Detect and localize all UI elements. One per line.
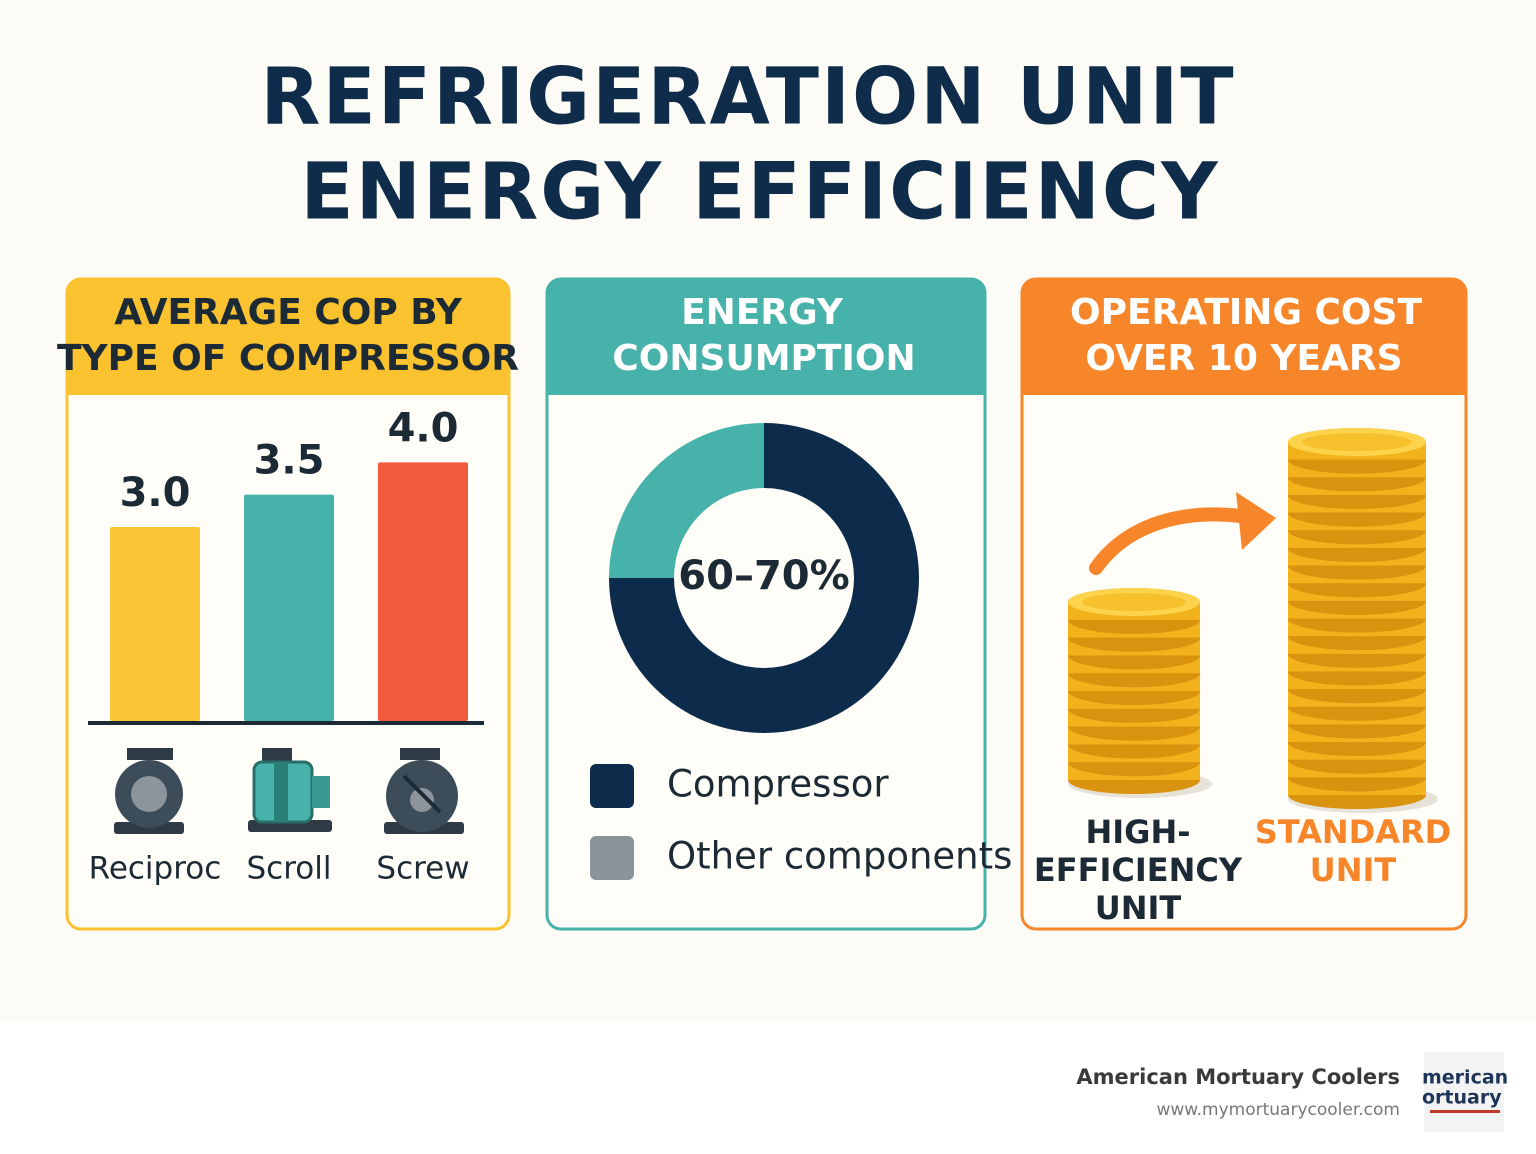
icon-reciproc xyxy=(114,748,184,834)
icon-screw xyxy=(384,748,464,834)
panel-header xyxy=(67,279,509,395)
logo-line xyxy=(1430,1110,1500,1113)
category-label: Scroll xyxy=(247,851,332,887)
panel-title: CONSUMPTION xyxy=(612,338,915,379)
category-label: Reciproc xyxy=(89,851,222,887)
unit-label: UNIT xyxy=(1095,889,1182,927)
title-line: REFRIGERATION UNIT xyxy=(260,52,1235,142)
unit-label: STANDARD xyxy=(1255,813,1451,851)
coin-top xyxy=(1082,593,1186,611)
legend-swatch xyxy=(590,764,634,808)
legend-label: Compressor xyxy=(667,763,889,806)
panel-title: OPERATING COST xyxy=(1070,292,1422,333)
panel-header xyxy=(1022,279,1466,395)
donut-slice xyxy=(609,423,764,578)
coin-top xyxy=(1302,433,1412,451)
logo-text: merican xyxy=(1422,1067,1508,1089)
panel-title: AVERAGE COP BY xyxy=(114,292,463,333)
coin-stacks xyxy=(1068,428,1438,813)
donut-slice xyxy=(609,423,919,733)
arrow xyxy=(1089,507,1247,575)
bar xyxy=(110,527,200,721)
logo xyxy=(1424,1052,1504,1132)
panel-title: OVER 10 YEARS xyxy=(1085,338,1402,379)
panel-title: ENERGY xyxy=(681,292,844,333)
company-name: American Mortuary Coolers xyxy=(1076,1065,1400,1089)
value-label: 4.0 xyxy=(388,405,459,451)
value-label: 3.0 xyxy=(120,470,191,516)
legend-swatch xyxy=(590,836,634,880)
unit-label: UNIT xyxy=(1310,851,1397,889)
panel-header xyxy=(547,279,985,395)
category-label: Screw xyxy=(376,851,469,887)
title-line: ENERGY EFFICIENCY xyxy=(300,147,1219,237)
legend-label: Other components xyxy=(667,835,1012,878)
center-label: 60–70% xyxy=(678,553,849,599)
bar xyxy=(244,494,334,721)
value-label: 3.5 xyxy=(254,438,325,484)
arrow-head xyxy=(1236,492,1276,550)
unit-label: EFFICIENCY xyxy=(1034,851,1243,889)
bar xyxy=(378,462,468,721)
unit-label: HIGH- xyxy=(1085,813,1190,851)
panel-title: TYPE OF COMPRESSOR xyxy=(57,338,519,379)
logo-text: ortuary xyxy=(1422,1087,1502,1109)
company-url: www.mymortuarycooler.com xyxy=(1156,1100,1400,1120)
icon-scroll xyxy=(248,748,332,832)
